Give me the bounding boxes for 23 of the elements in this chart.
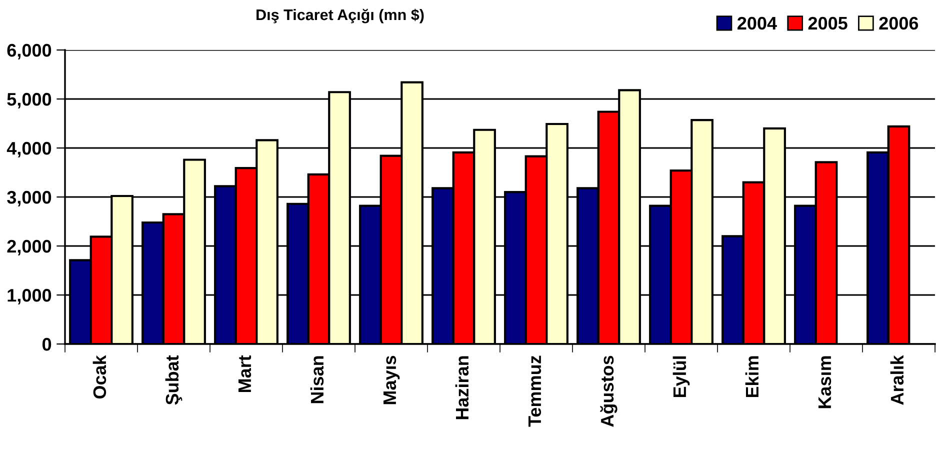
x-tick-label: Aralık [890, 355, 904, 405]
x-tick-label: Eylül [672, 356, 690, 398]
y-tick-label: 6,000 [7, 44, 52, 60]
chart-title: Dış Ticaret Açığı (mn $) [256, 8, 424, 24]
x-tick-label: Nisan [310, 356, 324, 404]
x-tick-label: Haziran [455, 356, 469, 420]
legend-label: 2005 [808, 16, 848, 30]
y-tick-label: 1,000 [8, 288, 52, 304]
y-tick-label: 5,000 [7, 92, 52, 108]
x-tick-label: Mart [238, 355, 252, 392]
x-tick-label: Mayıs [383, 356, 400, 404]
x-tick-label: Ekim [745, 356, 758, 398]
y-tick-label: 3,000 [7, 190, 52, 206]
y-tick-label: 4,000 [6, 142, 52, 158]
x-tick-label: Ağustos [600, 356, 618, 427]
legend-label: 2004 [738, 16, 777, 30]
x-tick-label: Temmuz [528, 356, 542, 427]
x-tick-label: Kasım [818, 356, 832, 408]
y-tick-label: 0 [42, 338, 52, 351]
legend-label: 2006 [879, 16, 918, 30]
y-tick-label: 2,000 [7, 240, 52, 256]
x-tick-label: Ocak [92, 355, 106, 399]
x-tick-label: Şubat [165, 355, 182, 405]
